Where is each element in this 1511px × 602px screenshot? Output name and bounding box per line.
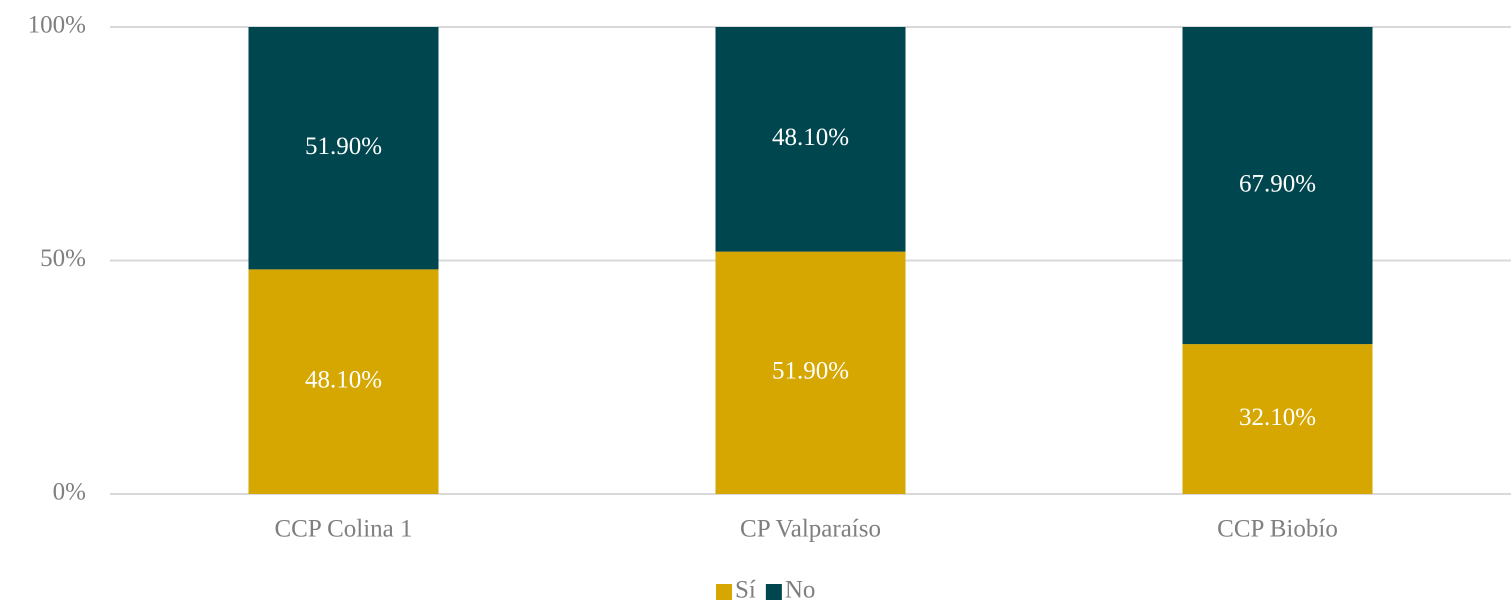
- bar-segment: [715, 27, 906, 252]
- legend-label: No: [785, 577, 816, 602]
- y-tick-label: 0%: [53, 479, 86, 506]
- y-tick-label: 100%: [28, 12, 86, 39]
- legend-swatch: [765, 584, 782, 600]
- bar-segment: [715, 251, 906, 494]
- bar-segment: [248, 27, 439, 270]
- data-label: 48.10%: [305, 366, 382, 393]
- y-tick-label: 50%: [40, 245, 86, 272]
- bar-segment: [1182, 27, 1373, 345]
- x-tick-label: CP Valparaíso: [740, 516, 881, 543]
- data-label: 51.90%: [305, 133, 382, 160]
- bar-segment: [1182, 344, 1373, 494]
- x-tick-label: CCP Biobío: [1217, 516, 1338, 543]
- data-label: 67.90%: [1239, 170, 1316, 197]
- data-label: 32.10%: [1239, 404, 1316, 431]
- legend-swatch: [716, 584, 732, 600]
- x-tick-label: CCP Colina 1: [275, 516, 413, 543]
- data-label: 48.10%: [772, 124, 849, 151]
- legend-label: Sí: [735, 577, 756, 602]
- data-label: 51.90%: [772, 358, 849, 385]
- bar-segment: [248, 269, 439, 494]
